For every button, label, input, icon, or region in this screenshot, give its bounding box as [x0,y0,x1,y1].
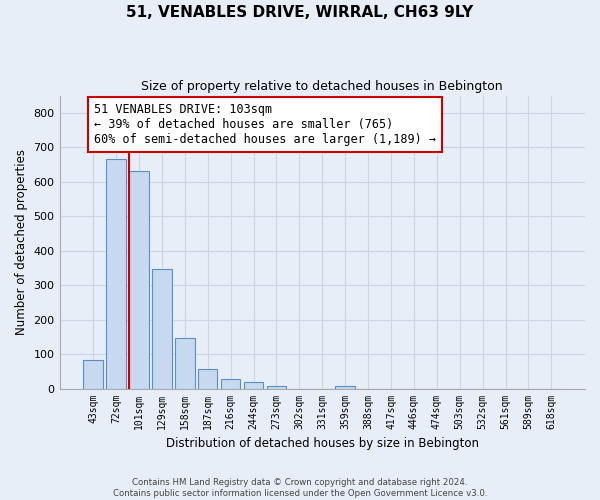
Bar [152,268,172,388]
Text: Contains HM Land Registry data © Crown copyright and database right 2024.
Contai: Contains HM Land Registry data © Crown c… [113,478,487,498]
Bar [335,386,355,388]
Bar [83,360,103,388]
Text: 51, VENABLES DRIVE, WIRRAL, CH63 9LY: 51, VENABLES DRIVE, WIRRAL, CH63 9LY [127,5,473,20]
Y-axis label: Number of detached properties: Number of detached properties [15,149,28,335]
X-axis label: Distribution of detached houses by size in Bebington: Distribution of detached houses by size … [166,437,479,450]
Bar [106,160,126,388]
Title: Size of property relative to detached houses in Bebington: Size of property relative to detached ho… [142,80,503,93]
Text: 51 VENABLES DRIVE: 103sqm
← 39% of detached houses are smaller (765)
60% of semi: 51 VENABLES DRIVE: 103sqm ← 39% of detac… [94,103,436,146]
Bar [221,379,241,388]
Bar [267,386,286,388]
Bar [175,338,194,388]
Bar [198,369,217,388]
Bar [244,382,263,388]
Bar [129,172,149,388]
